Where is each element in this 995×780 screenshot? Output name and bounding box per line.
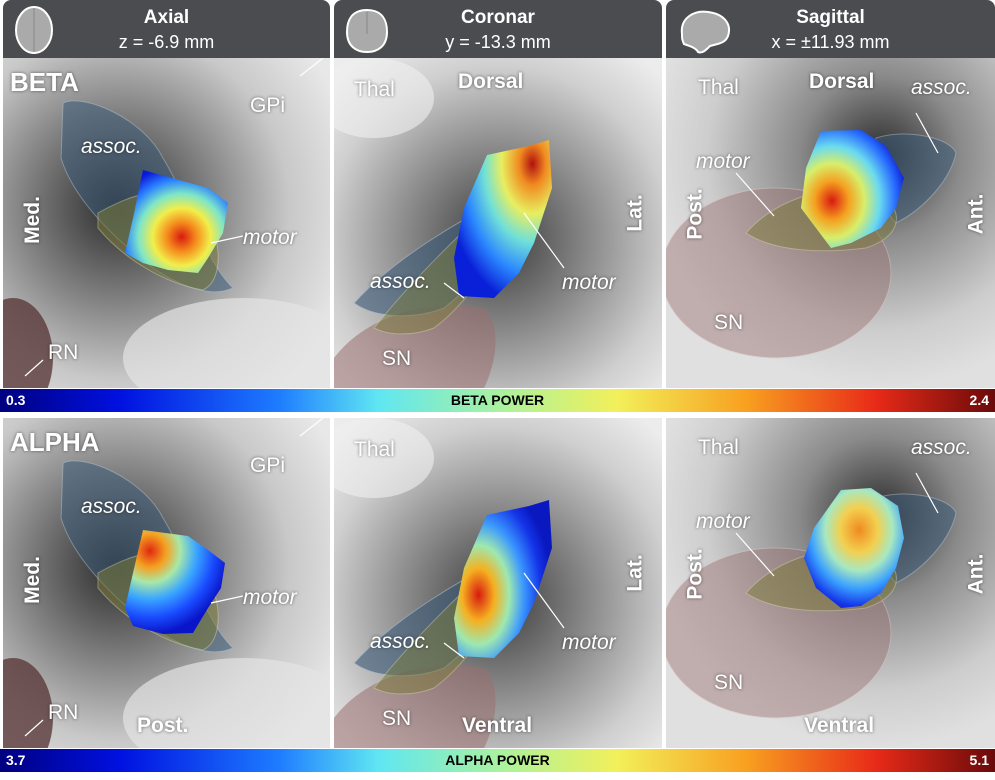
colorbar-min: 0.3	[6, 392, 26, 408]
brain-sagittal-icon	[680, 10, 730, 54]
header-sagittal: Sagittal x = ±11.93 mm	[666, 0, 995, 58]
alpha-colorbar: 3.7 ALPHA POWER 5.1	[0, 749, 995, 772]
rn-label: RN	[48, 341, 79, 364]
posterior-label: Post.	[683, 188, 707, 240]
assoc-label: assoc.	[81, 135, 142, 158]
medial-label: Med.	[20, 556, 44, 604]
colorbar-max: 5.1	[969, 752, 989, 768]
motor-label: motor	[562, 631, 616, 654]
sagittal-slice-image	[666, 418, 995, 748]
header-coordinate: y = -13.3 mm	[445, 32, 551, 52]
dorsal-label: Dorsal	[809, 70, 875, 93]
sagittal-slice-image	[666, 58, 995, 388]
row-label: BETA	[10, 67, 79, 97]
motor-label: motor	[696, 510, 750, 533]
header-title: Coronar	[461, 7, 535, 28]
ventral-label: Ventral	[804, 714, 875, 737]
anterior-label: Ant.	[964, 553, 988, 595]
beta-sagittal-panel: Thal Dorsal assoc. motor Post. Ant. SN	[666, 58, 995, 388]
motor-label: motor	[243, 586, 297, 609]
motor-label: motor	[696, 150, 750, 173]
gpi-label: GPi	[250, 454, 286, 477]
sn-label: SN	[714, 671, 744, 694]
alpha-axial-panel: ALPHA GPi assoc. motor Med. RN Post.	[3, 418, 330, 748]
coronal-slice-image	[334, 418, 662, 748]
coronal-slice-image	[334, 58, 662, 388]
lateral-label: Lat.	[623, 554, 647, 592]
motor-label: motor	[243, 226, 297, 249]
thal-label: Thal	[354, 78, 395, 101]
colorbar-min: 3.7	[6, 752, 26, 768]
medial-label: Med.	[20, 196, 44, 244]
header-axial: Axial z = -6.9 mm	[3, 0, 330, 58]
assoc-label: assoc.	[370, 270, 431, 293]
header-coronal: Coronar y = -13.3 mm	[334, 0, 662, 58]
dorsal-label: Dorsal	[458, 70, 524, 93]
anterior-label: Ant.	[964, 193, 988, 235]
brain-coronal-icon	[345, 8, 389, 54]
posterior-label: Post.	[683, 548, 707, 600]
beta-axial-panel: BETA GPi assoc. motor Med. RN	[3, 58, 330, 388]
ventral-label: Ventral	[462, 714, 533, 737]
assoc-label: assoc.	[911, 76, 972, 99]
colorbar-label: ALPHA POWER	[445, 752, 550, 768]
alpha-coronal-panel: Thal Lat. assoc. motor SN Ventral	[334, 418, 662, 748]
thal-label: Thal	[698, 436, 739, 459]
assoc-label: assoc.	[911, 436, 972, 459]
beta-coronal-panel: Thal Dorsal Lat. assoc. motor SN	[334, 58, 662, 388]
axial-slice-image	[3, 58, 330, 388]
header-title: Axial	[143, 7, 190, 28]
assoc-label: assoc.	[81, 495, 142, 518]
sn-label: SN	[382, 347, 412, 370]
axial-slice-image	[3, 418, 330, 748]
row-label: ALPHA	[10, 427, 100, 457]
thal-label: Thal	[698, 76, 739, 99]
lateral-label: Lat.	[623, 194, 647, 232]
assoc-label: assoc.	[370, 630, 431, 653]
colorbar-max: 2.4	[969, 392, 989, 408]
alpha-sagittal-panel: Thal assoc. motor Post. Ant. SN Ventral	[666, 418, 995, 748]
brain-axial-icon	[15, 6, 53, 54]
beta-colorbar: 0.3 BETA POWER 2.4	[0, 389, 995, 412]
header-coordinate: z = -6.9 mm	[118, 32, 215, 52]
thal-label: Thal	[354, 438, 395, 461]
header-coordinate: x = ±11.93 mm	[771, 32, 890, 52]
sn-label: SN	[714, 311, 744, 334]
rn-label: RN	[48, 701, 79, 724]
sn-label: SN	[382, 707, 412, 730]
header-title: Sagittal	[796, 7, 865, 28]
colorbar-label: BETA POWER	[450, 392, 545, 408]
gpi-label: GPi	[250, 94, 286, 117]
motor-label: motor	[562, 271, 616, 294]
posterior-label: Post.	[137, 714, 189, 737]
